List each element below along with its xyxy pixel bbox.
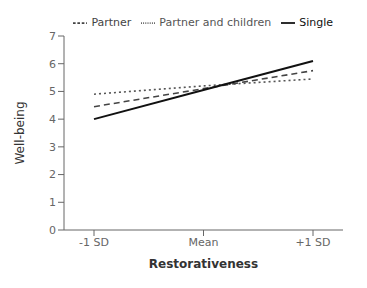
html-text:Single: Single: [299, 16, 333, 29]
html-text:Partner: Partner: [91, 16, 132, 29]
svg-text:1: 1: [49, 196, 56, 209]
svg-text:2: 2: [49, 168, 56, 181]
svg-text:3: 3: [49, 141, 56, 154]
svg-text:0: 0: [49, 224, 56, 237]
svg-text:Restorativeness: Restorativeness: [149, 257, 258, 271]
html-text:Partner and children: Partner and children: [159, 16, 272, 29]
svg-text:6: 6: [49, 58, 56, 71]
svg-text:7: 7: [49, 30, 56, 43]
svg-text:Well-being: Well-being: [13, 101, 27, 164]
svg-text:Mean: Mean: [189, 236, 219, 249]
svg-text:4: 4: [49, 113, 56, 126]
svg-text:+1 SD: +1 SD: [295, 236, 330, 249]
svg-text:5: 5: [49, 85, 56, 98]
svg-text:-1 SD: -1 SD: [79, 236, 109, 249]
